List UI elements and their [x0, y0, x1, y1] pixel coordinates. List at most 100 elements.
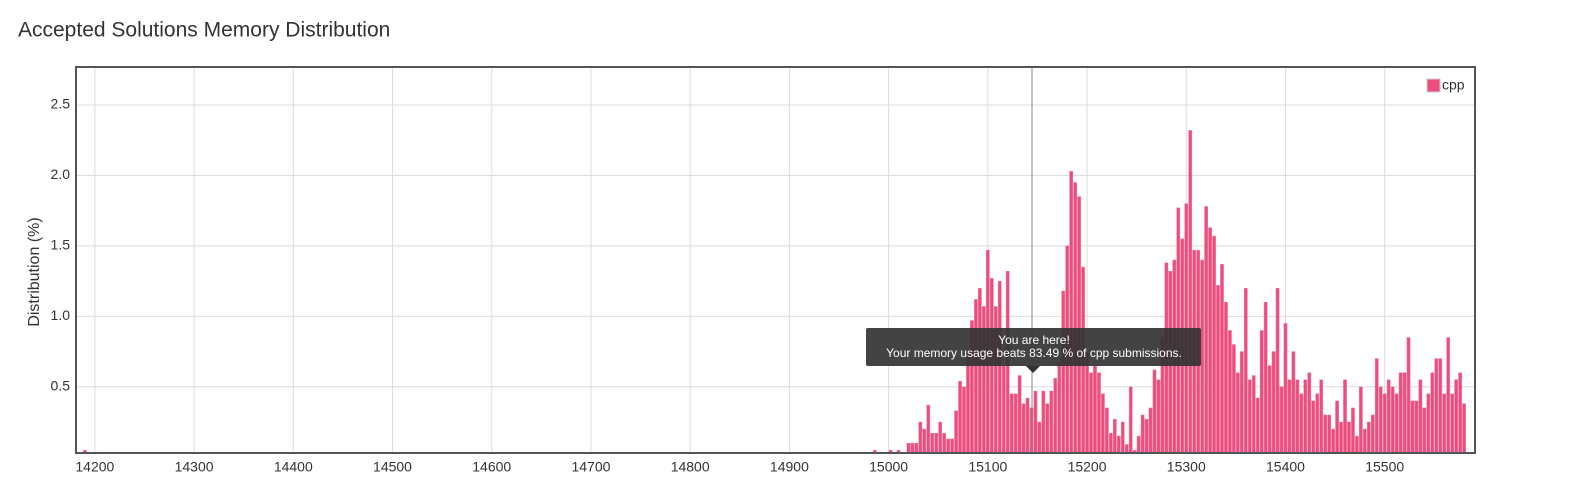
x-tick-label: 15400 — [1266, 459, 1305, 475]
bar — [1140, 414, 1145, 454]
bar — [1224, 302, 1228, 454]
x-tick-label: 14600 — [472, 459, 511, 475]
bar — [1033, 390, 1038, 454]
bar — [1025, 397, 1030, 454]
x-tick-label: 14900 — [770, 459, 809, 475]
bar — [1077, 196, 1081, 454]
bar — [1370, 414, 1375, 454]
bar — [1394, 393, 1399, 454]
bar — [1287, 379, 1292, 454]
bar — [1128, 386, 1133, 454]
x-tick-label: 14700 — [571, 459, 610, 475]
bar — [926, 404, 931, 454]
bar — [1220, 263, 1224, 454]
bar — [1319, 379, 1324, 454]
bar — [922, 428, 927, 454]
bar — [1232, 344, 1236, 454]
bar — [1307, 372, 1312, 454]
bar — [1311, 400, 1316, 454]
tooltip-title: You are here! — [998, 333, 1070, 347]
bar — [1069, 170, 1074, 454]
bar — [1053, 378, 1058, 454]
bar — [1200, 259, 1204, 454]
tooltip: You are here! Your memory usage beats 83… — [866, 328, 1201, 373]
bar — [1188, 130, 1193, 454]
bar — [1291, 351, 1296, 454]
bar — [1355, 435, 1359, 454]
bar — [1422, 407, 1427, 454]
bar — [1295, 379, 1300, 454]
bar — [906, 442, 911, 454]
bar — [1386, 379, 1391, 454]
bar — [1430, 372, 1435, 454]
bar — [1061, 290, 1066, 454]
bar — [1073, 182, 1077, 454]
bar — [1041, 390, 1046, 454]
bar — [1410, 400, 1415, 454]
x-tick-label: 15200 — [1068, 459, 1107, 475]
chart-title: Accepted Solutions Memory Distribution — [18, 19, 390, 42]
y-tick-label: 0.5 — [51, 377, 71, 393]
bar — [1418, 379, 1423, 454]
bar — [1144, 418, 1149, 454]
bar — [962, 386, 966, 454]
x-tick-label: 15300 — [1167, 459, 1206, 475]
bar — [1426, 393, 1431, 454]
bar — [1303, 379, 1308, 454]
bar — [997, 280, 1002, 454]
plot-frame — [75, 66, 1476, 454]
bar — [1402, 372, 1407, 454]
bar — [1124, 444, 1129, 454]
bar — [1446, 337, 1451, 454]
bar — [1327, 414, 1331, 454]
bar — [1236, 372, 1240, 454]
bar — [1001, 365, 1006, 454]
x-tick-label: 15000 — [869, 459, 908, 475]
bar — [946, 438, 950, 454]
bar — [1152, 369, 1157, 454]
bar — [1406, 337, 1411, 454]
bar — [934, 433, 939, 454]
bar — [1045, 403, 1050, 454]
bar — [950, 438, 954, 454]
bar — [974, 299, 978, 454]
bar — [1259, 330, 1264, 454]
legend-swatch — [1426, 78, 1441, 93]
x-tick-label: 15500 — [1365, 459, 1404, 475]
bar — [1398, 372, 1403, 454]
bar — [1442, 393, 1447, 454]
bar — [1347, 421, 1351, 454]
grid — [76, 67, 1475, 453]
bar — [1315, 393, 1320, 454]
bar — [1331, 428, 1335, 454]
tooltip-arrow — [1026, 366, 1040, 373]
bar — [1243, 287, 1248, 454]
bar — [1343, 379, 1347, 454]
bar — [1116, 435, 1121, 454]
bar — [1208, 227, 1212, 454]
bar — [954, 410, 958, 454]
bar — [1271, 351, 1276, 454]
bar — [1275, 287, 1280, 454]
bar — [938, 421, 943, 454]
bar — [1105, 407, 1109, 454]
bar — [1101, 393, 1105, 454]
bar — [1351, 407, 1355, 454]
bar — [918, 421, 923, 454]
bar — [1438, 358, 1443, 454]
bar — [1037, 421, 1042, 454]
bar — [1204, 206, 1208, 454]
x-tick-label: 14200 — [75, 459, 114, 475]
bar — [1239, 351, 1244, 454]
bar — [1148, 407, 1153, 454]
bar — [1136, 435, 1141, 454]
bar — [1279, 386, 1284, 454]
bar — [1450, 393, 1455, 454]
bar — [914, 442, 919, 454]
bar — [966, 351, 970, 454]
bar — [1454, 379, 1458, 454]
bar — [1374, 358, 1379, 454]
bar — [930, 433, 935, 454]
legend: cpp — [1426, 77, 1465, 93]
